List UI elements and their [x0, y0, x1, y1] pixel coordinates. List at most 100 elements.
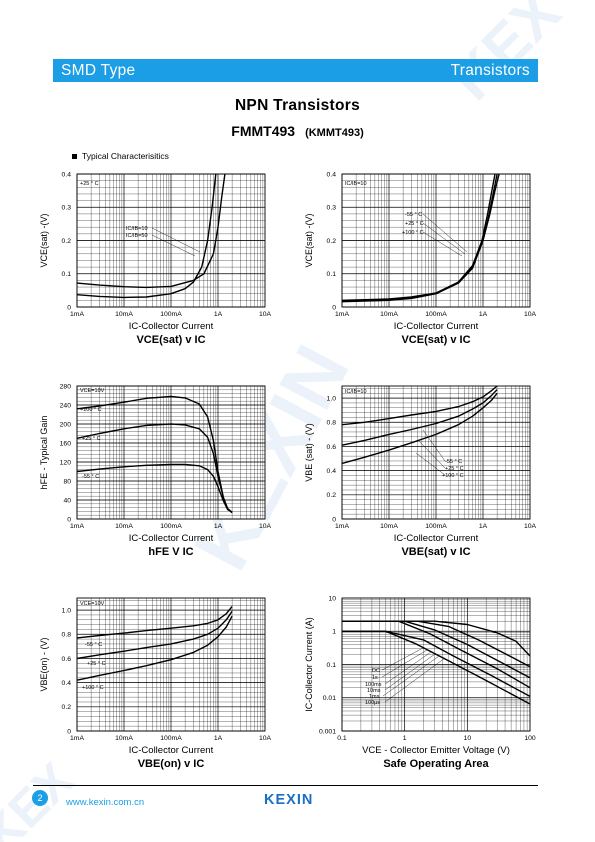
- x-axis-label: IC-Collector Current: [129, 321, 214, 332]
- annotation-leader: [422, 213, 468, 257]
- annotation-temp-100: +100 ° C: [82, 685, 104, 691]
- y-axis-label: hFE - Typical Gain: [39, 416, 49, 490]
- annotation-100ms: 100ms: [365, 682, 382, 688]
- chart-grid: [341, 173, 531, 308]
- section-label: Typical Characterisitics: [72, 151, 169, 161]
- x-tick-label: 1A: [479, 311, 488, 318]
- chart-title: VBE(on) v IC: [138, 758, 205, 770]
- annotation-leader: [381, 647, 446, 703]
- series-line-2: [76, 610, 233, 660]
- y-tick-label: 0.2: [327, 238, 337, 245]
- chart-ticks: 1mA 10mA 100mA 1A 10A 0 0.1 0.2 0.3 0.4: [327, 171, 537, 318]
- y-tick-label: 0.001: [319, 728, 336, 735]
- x-tick-label: 10A: [524, 523, 537, 530]
- annotation-temp-25: +25 ° C: [405, 221, 424, 227]
- annotation-temp-25: +25 ° C: [82, 436, 101, 442]
- y-tick-label: 0.2: [327, 492, 337, 499]
- y-tick-label: 0.6: [62, 656, 72, 663]
- x-tick-label: 10mA: [115, 523, 133, 530]
- y-tick-label: 0: [332, 304, 336, 311]
- annotation-temp-55: -55 ° C: [82, 474, 99, 480]
- chart-title: VCE(sat) v IC: [136, 334, 205, 346]
- y-tick-label: 0: [332, 516, 336, 523]
- part-number-line: FMMT493 (KMMT493): [0, 123, 595, 139]
- x-tick-label: 100: [524, 735, 536, 742]
- series-line-2: [342, 630, 531, 698]
- alt-part-number: (KMMT493): [305, 127, 364, 139]
- chart-annotations: +25 ° C IC/IB=10 IC/IB=50: [80, 181, 201, 257]
- series-line-6: [342, 620, 531, 657]
- annotation-temp-25: +25 ° C: [445, 466, 464, 472]
- x-axis-label: IC-Collector Current: [394, 321, 479, 332]
- series-line-3: [341, 173, 496, 303]
- series-line-2: [76, 423, 233, 513]
- x-tick-label: 10: [464, 735, 472, 742]
- chart-ticks: 1mA 10mA 100mA 1A 10A 0 40 80 120 160 200 240 280: [60, 383, 272, 530]
- x-tick-label: 1A: [479, 523, 488, 530]
- chart-series: [341, 173, 500, 303]
- chart-series: [76, 606, 233, 681]
- annotation-ratio-10: IC/IB=10: [126, 226, 148, 232]
- y-axis-label: VBE (sat) - (V): [304, 423, 314, 482]
- y-tick-label: 0.1: [62, 271, 72, 278]
- series-line-3: [341, 392, 498, 465]
- x-tick-label: 1mA: [335, 523, 349, 530]
- y-axis-label: VBE(on) - (V): [39, 637, 49, 691]
- y-tick-label: 0: [67, 304, 71, 311]
- annotation-10ms: 10ms: [367, 688, 381, 694]
- chart-title: hFE V IC: [148, 546, 193, 558]
- chart-title: VCE(sat) v IC: [401, 334, 470, 346]
- x-tick-label: 0.1: [337, 735, 347, 742]
- chart-grid: [76, 385, 266, 520]
- page-number: 2: [32, 790, 48, 806]
- x-tick-label: 1mA: [70, 311, 84, 318]
- plot-frame: [76, 597, 266, 732]
- y-tick-label: 0.4: [327, 468, 337, 475]
- chart-annotations: VCE=10V -55 ° C +25 ° C +100 ° C: [80, 601, 106, 691]
- y-tick-label: 240: [60, 402, 72, 409]
- annotation-temp-100: +100 ° C: [402, 230, 424, 236]
- annotation-1ms: 1ms: [369, 694, 380, 700]
- chart-title: Safe Operating Area: [383, 758, 489, 770]
- chart-annotations: VCE=10V +100 ° C +25 ° C -55 ° C: [80, 388, 105, 480]
- y-tick-label: 0: [67, 516, 71, 523]
- annotation-temp-55: -55 ° C: [445, 459, 462, 465]
- y-tick-label: 0.4: [62, 680, 72, 687]
- x-tick-label: 1A: [214, 311, 223, 318]
- x-tick-label: 10A: [259, 735, 272, 742]
- series-line-1: [341, 385, 498, 426]
- y-tick-label: 0: [67, 728, 71, 735]
- header-left-label: SMD Type: [61, 61, 136, 79]
- header-right-label: Transistors: [450, 61, 530, 79]
- chart-ticks: 1mA 10mA 100mA 1A 10A 0 0.2 0.4 0.6 0.8 1.0: [62, 607, 272, 742]
- chart-grid: [76, 597, 266, 732]
- x-tick-label: 10mA: [115, 735, 133, 742]
- x-tick-label: 1: [403, 735, 407, 742]
- website-link[interactable]: www.kexin.com.cn: [66, 797, 145, 808]
- y-tick-label: 1.0: [62, 607, 72, 614]
- annotation-temp-100: +100 ° C: [80, 407, 102, 413]
- plot-frame: [76, 385, 266, 520]
- x-tick-label: 100mA: [425, 311, 447, 318]
- y-tick-label: 0.2: [62, 704, 72, 711]
- chart-vce-sat-gain: 1mA 10mA 100mA 1A 10A 0 0.1 0.2 0.3 0.4 +25 ° C I…: [39, 171, 272, 346]
- y-tick-label: 80: [63, 478, 71, 485]
- y-tick-label: 0.6: [327, 444, 337, 451]
- annotation-100us: 100µs: [365, 700, 380, 706]
- chart-title: VBE(sat) v IC: [401, 546, 470, 558]
- chart-ticks: 1mA 10mA 100mA 1A 10A 0 0.1 0.2 0.3 0.4: [62, 171, 272, 318]
- chart-grid: [341, 385, 531, 520]
- series-line-3: [76, 463, 233, 513]
- annotation-leader: [151, 227, 201, 257]
- y-tick-label: 0.4: [327, 171, 337, 178]
- x-tick-label: 100mA: [425, 523, 447, 530]
- series-line-1: [76, 606, 233, 639]
- x-tick-label: 1mA: [70, 735, 84, 742]
- y-tick-label: 0.2: [62, 238, 72, 245]
- chart-series: [341, 385, 498, 465]
- chart-vce-sat-temp: 1mA 10mA 100mA 1A 10A 0 0.1 0.2 0.3 0.4 IC/IB=10 …: [304, 171, 537, 346]
- y-tick-label: 120: [60, 459, 72, 466]
- chart-vbe-sat: 1mA 10mA 100mA 1A 10A 0 0.2 0.4 0.6 0.8 1.0 IC/IB=…: [304, 385, 537, 558]
- y-tick-label: 40: [63, 497, 71, 504]
- y-tick-label: 1: [332, 629, 336, 636]
